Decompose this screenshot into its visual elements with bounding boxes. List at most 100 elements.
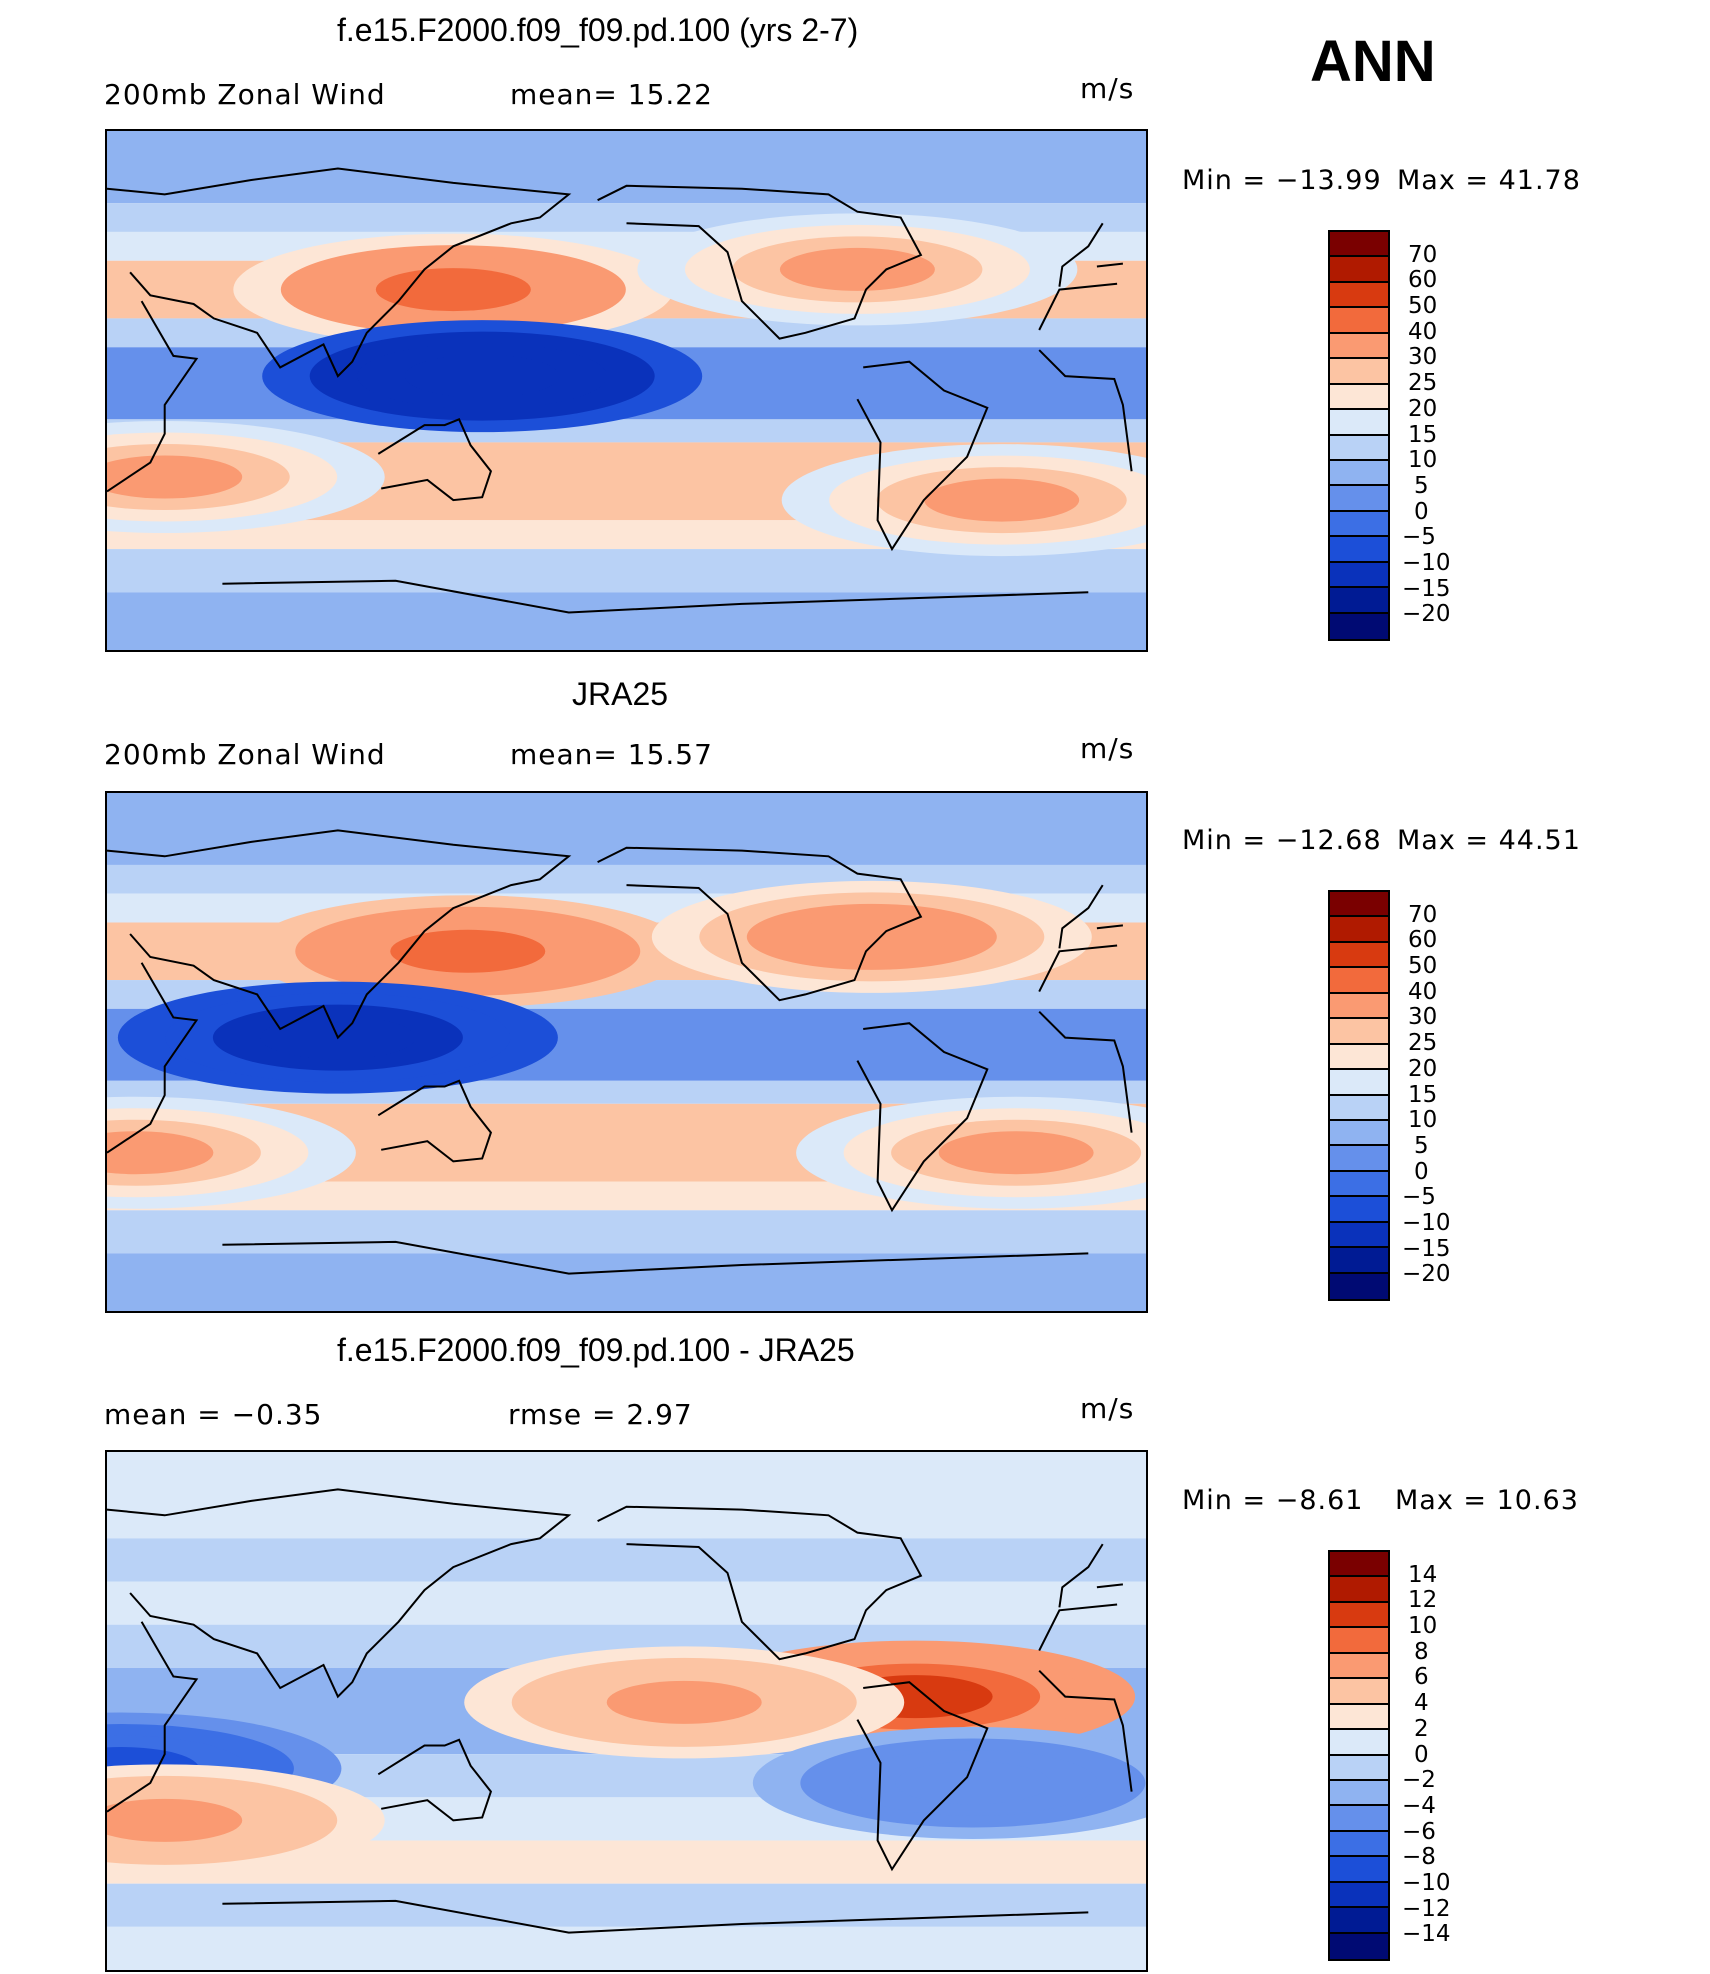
colorbar-tick-label: −12	[1402, 1895, 1451, 1922]
colorbar-tick-label: −15	[1402, 1235, 1451, 1262]
panel1-title: f.e15.F2000.f09_f09.pd.100 (yrs 2-7)	[337, 12, 859, 48]
coastline	[107, 829, 1124, 1040]
panel3-rmse-label: rmse = 2.97	[508, 1398, 693, 1431]
field-contour	[107, 1131, 214, 1175]
colorbar-swatch	[1330, 562, 1388, 589]
colorbar-tick-label: 25	[1408, 370, 1438, 397]
panel1-mean-label: mean= 15.22	[510, 78, 713, 111]
colorbar-swatch	[1330, 1908, 1388, 1934]
coastline	[377, 1079, 493, 1163]
field-contour	[779, 247, 935, 291]
coastline	[856, 1022, 989, 1213]
colorbar-swatch	[1330, 1653, 1388, 1680]
colorbar-swatch	[1330, 1602, 1388, 1629]
field-band	[107, 1538, 1146, 1582]
colorbar-tick-label: 0	[1414, 1158, 1429, 1185]
colorbar-tick-label: 10	[1408, 447, 1438, 474]
colorbar-swatch	[1330, 1197, 1388, 1223]
panel1-min-label: Min = −13.99	[1182, 165, 1382, 196]
panel1-variable-label: 200mb Zonal Wind	[104, 78, 386, 111]
panel3-map	[105, 1450, 1148, 1972]
colorbar-tick-label: 10	[1408, 1613, 1438, 1640]
field-contour	[404, 354, 560, 398]
coastline	[222, 1899, 1089, 1934]
coastline	[107, 1488, 1124, 1699]
colorbar-swatch	[1330, 1882, 1388, 1909]
colorbar-tick-label: 50	[1408, 953, 1438, 980]
field-contour	[895, 1761, 1051, 1805]
panel3-units-label: m/s	[1080, 1392, 1135, 1425]
field-band	[107, 1210, 1146, 1254]
colorbar-tick-label: 30	[1408, 344, 1438, 371]
colorbar-swatch	[1330, 1628, 1388, 1654]
field-band	[107, 1926, 1146, 1970]
coastline	[222, 1240, 1089, 1275]
panel2-min-label: Min = −12.68	[1182, 825, 1382, 856]
colorbar-swatch	[1330, 511, 1388, 538]
field-band	[107, 592, 1146, 650]
map-field	[107, 131, 1146, 650]
colorbar-swatch	[1330, 537, 1388, 563]
coastline	[597, 846, 923, 1002]
panel1-map	[105, 129, 1148, 652]
colorbar-tick-label: 30	[1408, 1004, 1438, 1031]
panel3-max-label: Max = 10.63	[1395, 1485, 1579, 1516]
colorbar-tick-label: −10	[1402, 549, 1451, 576]
panel2-colorbar	[1328, 890, 1390, 1301]
panel2-mean-label: mean= 15.57	[510, 738, 713, 771]
colorbar-swatch	[1330, 460, 1388, 487]
colorbar-tick-label: 10	[1408, 1107, 1438, 1134]
panel1-max-label: Max = 41.78	[1397, 165, 1581, 196]
colorbar-tick-label: 60	[1408, 267, 1438, 294]
field-band	[107, 131, 1146, 204]
colorbar-tick-label: 50	[1408, 293, 1438, 320]
colorbar-swatch	[1330, 384, 1388, 411]
colorbar-swatch	[1330, 1679, 1388, 1705]
colorbar-tick-label: −5	[1402, 1184, 1436, 1211]
coastline	[856, 360, 989, 552]
colorbar-swatch	[1330, 1095, 1388, 1121]
colorbar-swatch	[1330, 282, 1388, 309]
field-band	[107, 793, 1146, 865]
colorbar-swatch	[1330, 257, 1388, 283]
colorbar-tick-label: 40	[1408, 978, 1438, 1005]
coastline	[107, 282, 1133, 493]
colorbar-swatch	[1330, 993, 1388, 1020]
colorbar-tick-label: 40	[1408, 318, 1438, 345]
coastline	[597, 184, 923, 340]
colorbar-tick-label: −4	[1402, 1792, 1436, 1819]
panel1-units-label: m/s	[1080, 72, 1135, 105]
field-band	[107, 549, 1146, 593]
panel3-mean-label: mean = −0.35	[104, 1398, 323, 1431]
field-contour	[375, 268, 531, 312]
field-contour	[924, 478, 1080, 522]
panel2-title: JRA25	[572, 676, 669, 712]
field-contour	[938, 1131, 1094, 1175]
coastline	[377, 418, 493, 502]
panel2-max-label: Max = 44.51	[1397, 825, 1581, 856]
colorbar-tick-label: −20	[1402, 601, 1451, 628]
coastline	[597, 1505, 923, 1661]
colorbar-tick-label: 4	[1414, 1690, 1429, 1717]
coastline	[856, 1681, 989, 1872]
field-band	[107, 1452, 1146, 1539]
colorbar-swatch	[1330, 232, 1388, 258]
panel3-min-label: Min = −8.61	[1182, 1485, 1364, 1516]
colorbar-tick-label: 0	[1414, 1741, 1429, 1768]
colorbar-swatch	[1330, 1730, 1388, 1756]
colorbar-swatch	[1330, 1933, 1388, 1959]
colorbar-tick-label: 20	[1408, 1055, 1438, 1082]
colorbar-swatch	[1330, 359, 1388, 385]
colorbar-tick-label: −6	[1402, 1818, 1436, 1845]
colorbar-swatch	[1330, 613, 1388, 639]
colorbar-tick-label: 14	[1408, 1561, 1438, 1588]
panel3-colorbar	[1328, 1550, 1390, 1961]
colorbar-tick-label: 2	[1414, 1715, 1429, 1742]
panel1-colorbar-labels: 70 60 50 40 30 25 20 15 10 5 0 −5 −10 −15 −20	[1400, 230, 1500, 641]
coastline	[107, 1603, 1133, 1813]
colorbar-swatch	[1330, 1806, 1388, 1832]
field-contour	[794, 915, 950, 959]
panel2-units-label: m/s	[1080, 732, 1135, 765]
panel2-variable-label: 200mb Zonal Wind	[104, 738, 386, 771]
colorbar-tick-label: 70	[1408, 901, 1438, 928]
